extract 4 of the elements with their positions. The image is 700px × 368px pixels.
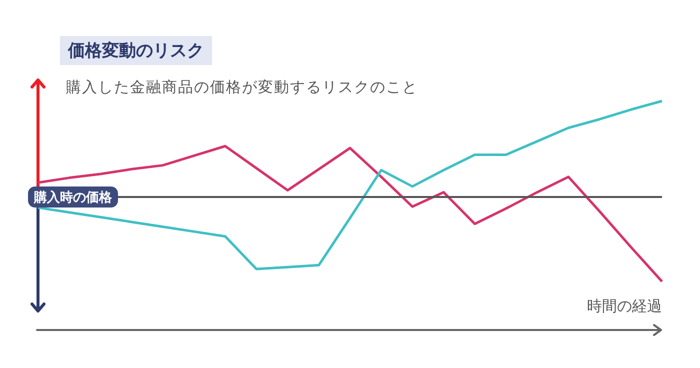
chart-title: 価格変動のリスク xyxy=(60,36,212,65)
chart-subtitle: 購入した金融商品の価格が変動するリスクのこと xyxy=(66,78,418,97)
ref-line-label: 購入時の価格 xyxy=(33,190,113,204)
x-axis-title: 時間の経過 xyxy=(587,297,662,316)
